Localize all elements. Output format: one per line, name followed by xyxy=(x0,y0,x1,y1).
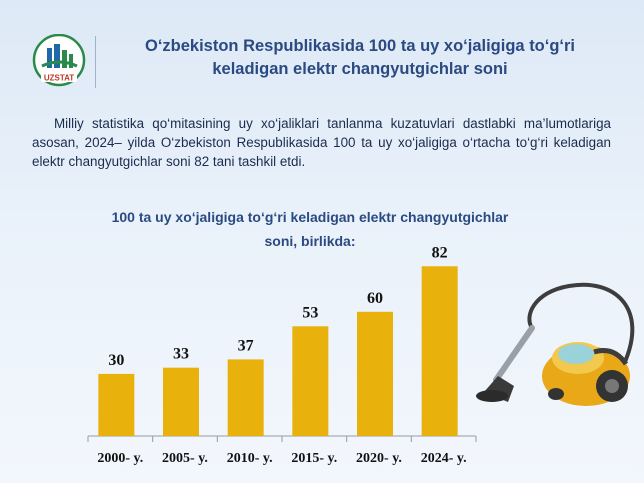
bar-2005 xyxy=(163,367,199,436)
bar-2015 xyxy=(292,326,329,436)
page-title: O‘zbekiston Respublikasida 100 ta uy xo‘… xyxy=(100,35,620,81)
chart-title: 100 ta uy xo‘jaligiga to‘g‘ri keladigan … xyxy=(60,205,560,253)
x-tick-label: 2010- y. xyxy=(227,451,273,466)
bar-value-label: 37 xyxy=(238,337,254,354)
bar-value-label: 53 xyxy=(302,304,318,321)
svg-text:UZSTAT: UZSTAT xyxy=(44,74,74,83)
vacuum-cleaner-icon xyxy=(476,282,635,406)
page-title-line1: O‘zbekiston Respublikasida 100 ta uy xo‘… xyxy=(144,37,576,55)
x-tick-label: 2020- y. xyxy=(356,451,402,466)
chart-title-line2: soni, birlikda: xyxy=(264,233,356,249)
bar-value-label: 33 xyxy=(173,346,189,363)
bar-value-label: 30 xyxy=(108,352,124,369)
bar-value-label: 60 xyxy=(367,290,383,307)
x-tick-label: 2005- y. xyxy=(162,451,208,466)
bar-2020 xyxy=(357,311,393,436)
x-tick-label: 2024- y. xyxy=(421,451,467,466)
bar-2024 xyxy=(421,266,458,436)
description-text: Milliy statistika qo‘mitasining uy xo‘ja… xyxy=(32,116,611,169)
uzstat-logo: UZSTAT xyxy=(32,34,86,87)
bar-2010 xyxy=(227,359,264,436)
bar-2000 xyxy=(98,373,135,436)
chart-title-line1: 100 ta uy xo‘jaligiga to‘g‘ri keladigan … xyxy=(111,209,509,225)
x-tick-label: 2015- y. xyxy=(291,451,337,466)
page-title-line2: keladigan elektr changyutgichlar soni xyxy=(212,60,508,78)
header-divider xyxy=(95,36,96,88)
bar-value-label: 82 xyxy=(432,244,448,261)
x-tick-label: 2000- y. xyxy=(97,451,143,466)
